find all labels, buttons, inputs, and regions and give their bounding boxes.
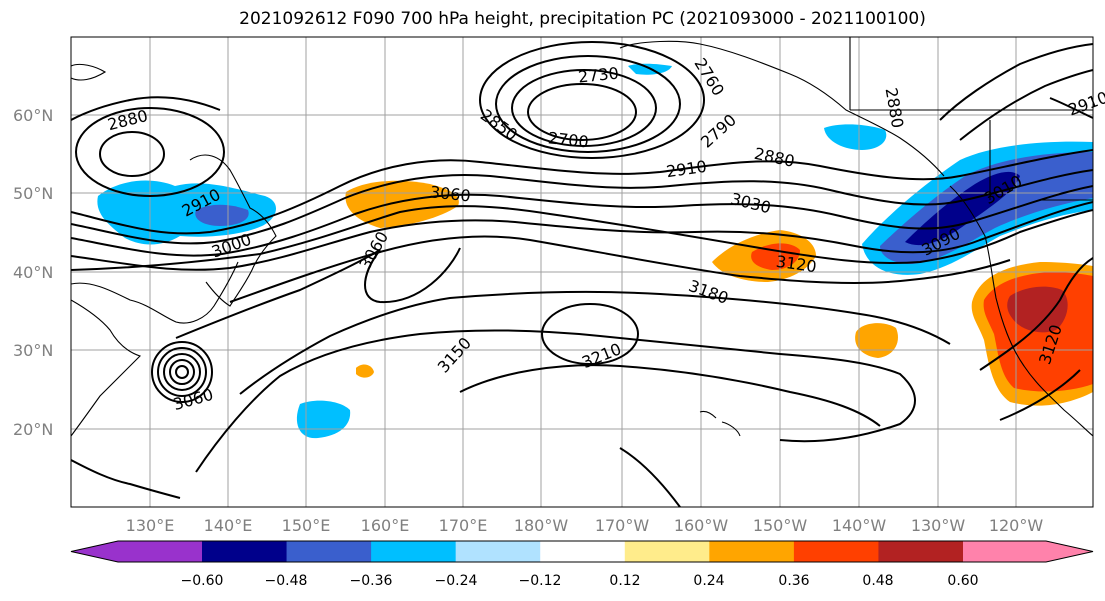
colorbar-tick-label: −0.24 [435, 573, 478, 589]
lat-label: 20°N [13, 420, 53, 439]
lon-label: 130°E [126, 516, 175, 535]
contour-label: 2790 [697, 110, 740, 151]
colorbar-outline [70, 540, 1094, 563]
colorbar-segment [371, 541, 457, 562]
height-contours [71, 41, 1093, 507]
colorbar-ticks: −0.60 −0.48 −0.36 −0.24 −0.12 0.12 0.24 … [181, 573, 979, 589]
lat-label: 30°N [13, 341, 53, 360]
contour-label: 2880 [752, 144, 796, 171]
contour-label: 3150 [434, 334, 475, 377]
coast-na-west [949, 185, 1093, 437]
lon-label: 150°W [753, 516, 808, 535]
shade-pos-swus-core [1007, 286, 1068, 333]
colorbar-tick-label: 0.48 [862, 573, 893, 589]
map-title: 2021092612 F090 700 hPa height, precipit… [239, 9, 926, 29]
coast-hawaii [699, 410, 741, 437]
contour-label: 2730 [577, 64, 619, 87]
contour-labels: 2880 2910 3000 3060 3060 2730 2760 2850 … [106, 55, 1105, 414]
contour-label: 3060 [429, 182, 471, 205]
colorbar-segment [793, 541, 879, 562]
colorbar-segment-max [963, 541, 1093, 562]
lon-label: 120°W [989, 516, 1044, 535]
colorbar-segment [202, 541, 288, 562]
lon-label: 150°E [282, 516, 331, 535]
coastlines [71, 37, 1093, 437]
lon-label: 180°W [514, 516, 569, 535]
coast-canada-lines [849, 37, 1093, 201]
shade-neg-gulf [824, 124, 887, 150]
lon-label: 170°E [439, 516, 488, 535]
coast-asia [71, 63, 277, 324]
colorbar-segment [709, 541, 795, 562]
longitude-labels: 130°E 140°E 150°E 160°E 170°E 180°W 170°… [126, 516, 1044, 535]
map-frame [70, 36, 1094, 508]
contour-label: 2880 [882, 86, 908, 129]
contour-label: 2910 [665, 157, 708, 181]
lon-label: 160°E [361, 516, 410, 535]
colorbar-segment [540, 541, 626, 562]
lon-label: 130°W [911, 516, 966, 535]
contour-label: 2700 [547, 128, 589, 151]
colorbar-tick-label: 0.12 [609, 573, 640, 589]
shade-pos-small1 [855, 323, 898, 358]
colorbar-tick-label: −0.60 [181, 573, 224, 589]
lon-label: 160°W [674, 516, 729, 535]
colorbar-tick-label: 0.60 [947, 573, 978, 589]
colorbar [70, 540, 1094, 563]
colorbar-tick-label: 0.24 [693, 573, 724, 589]
colorbar-segment-min [71, 541, 202, 562]
colorbar-tick-label: −0.36 [350, 573, 393, 589]
colorbar-segment [455, 541, 541, 562]
colorbar-tick-label: 0.36 [778, 573, 809, 589]
colorbar-tick-label: −0.12 [519, 573, 562, 589]
latitude-labels: 20°N 30°N 40°N 50°N 60°N [13, 106, 53, 439]
contour-label: 3210 [579, 339, 624, 372]
colorbar-segment [624, 541, 710, 562]
colorbar-segment [878, 541, 964, 562]
colorbar-tick-label: −0.48 [265, 573, 308, 589]
shade-pos-central-core [751, 243, 800, 270]
lon-label: 140°W [832, 516, 887, 535]
shade-neg-japan-dark [195, 204, 249, 226]
gridlines [71, 37, 1093, 507]
shade-neg-south [296, 400, 351, 439]
shade-pos-small2 [356, 364, 374, 378]
lon-label: 170°W [595, 516, 650, 535]
colorbar-segment [286, 541, 372, 562]
coast-korea-china [71, 299, 142, 437]
contour-label: 3180 [686, 276, 731, 308]
lat-label: 50°N [13, 184, 53, 203]
lat-label: 60°N [13, 106, 53, 125]
shade-neg-ne-pacific-core [905, 171, 1020, 246]
lon-label: 140°E [204, 516, 253, 535]
contour-label: 2760 [690, 55, 728, 100]
coast-alaska [619, 40, 945, 177]
lat-label: 40°N [13, 263, 53, 282]
contour-label: 2880 [106, 106, 150, 134]
contour-label: 2850 [477, 105, 521, 144]
